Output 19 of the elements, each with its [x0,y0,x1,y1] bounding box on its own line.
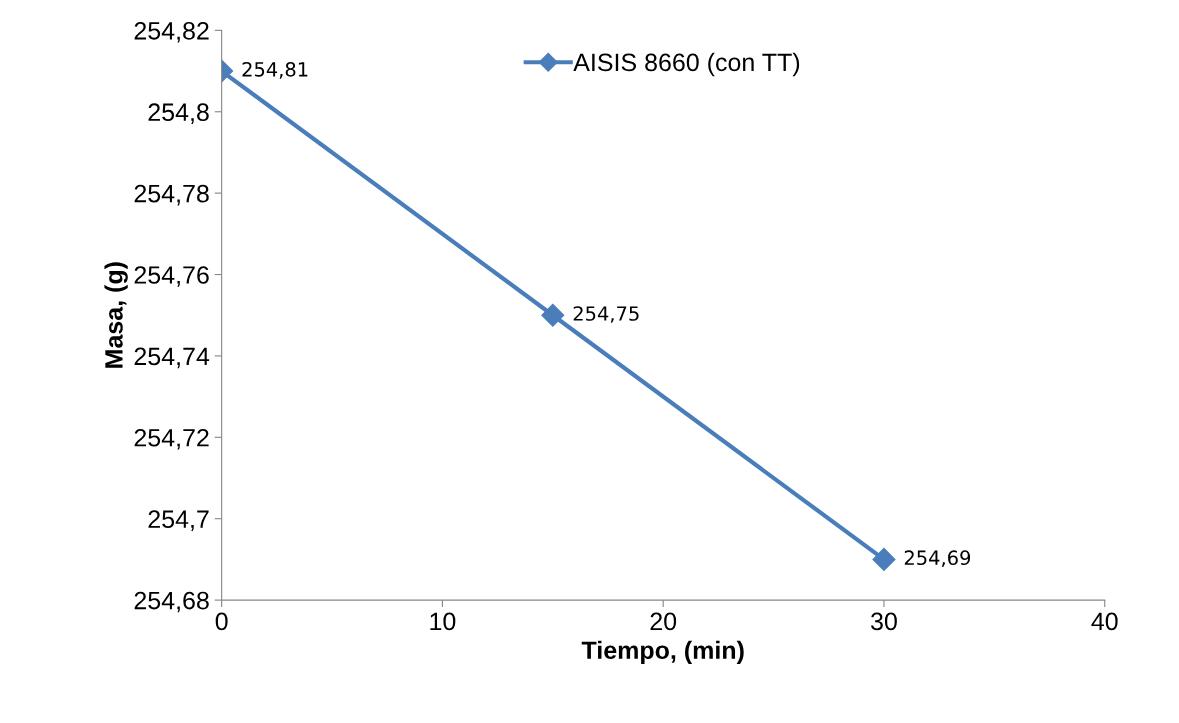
x-axis-title: Tiempo, (min) [581,640,744,665]
x-tick-label: 40 [1091,612,1118,631]
x-tick-label: 30 [871,612,897,631]
data-label: 254,69 [904,550,971,568]
y-tick-label: 254,78 [134,184,209,206]
x-tick-label: 0 [215,612,228,631]
y-axis-title: Masa, (g) [104,262,128,368]
y-tick-label: 254,74 [134,347,210,369]
legend-label: AISIS 8660 (con TT) [573,52,800,77]
x-tick-label: 20 [650,612,677,631]
y-tick-label: 254,82 [134,21,209,43]
x-tick-label: 10 [430,612,456,631]
y-tick-label: 254,7 [148,510,209,531]
y-tick-label: 254,76 [134,266,209,287]
data-label: 254,75 [573,306,639,323]
y-tick-label: 254,68 [134,591,209,613]
y-tick-label: 254,72 [134,428,209,450]
y-tick-label: 254,8 [148,103,209,125]
data-label: 254,81 [242,61,308,79]
